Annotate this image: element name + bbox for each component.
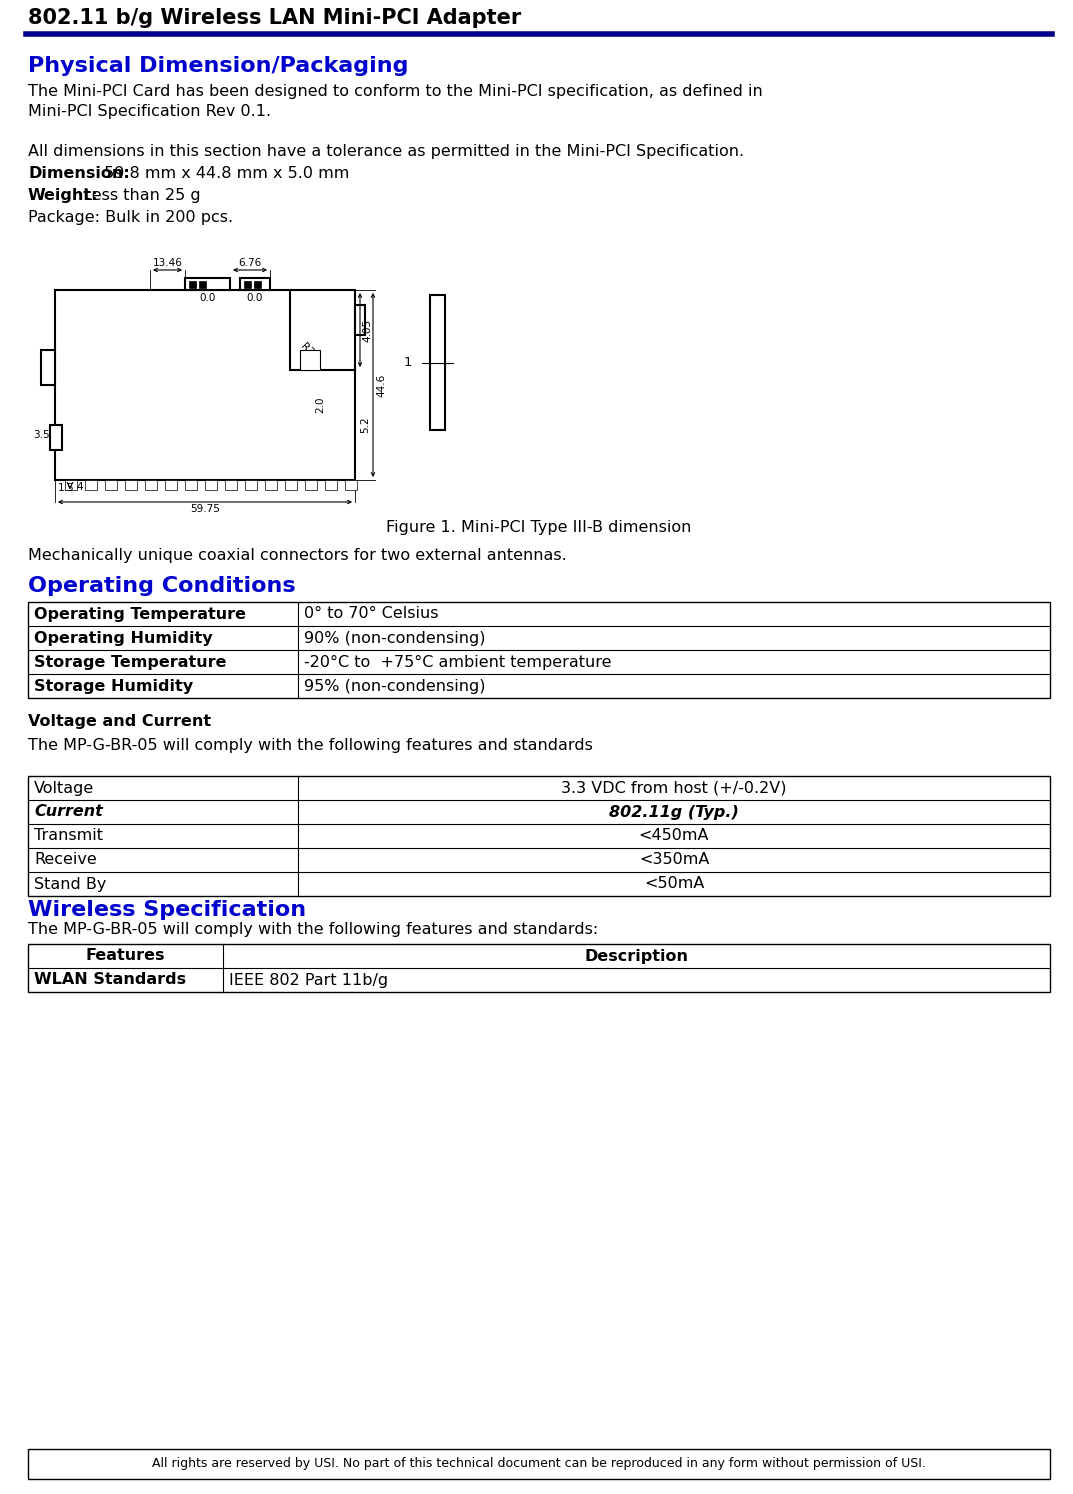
Text: Current: Current bbox=[34, 804, 103, 820]
Text: Operating Conditions: Operating Conditions bbox=[28, 577, 296, 596]
Text: Receive: Receive bbox=[34, 853, 97, 868]
Bar bbox=[85, 480, 97, 490]
Text: Features: Features bbox=[86, 949, 165, 964]
Text: 1.5: 1.5 bbox=[58, 483, 75, 493]
Bar bbox=[165, 480, 177, 490]
Text: The MP-G-BR-05 will comply with the following features and standards:: The MP-G-BR-05 will comply with the foll… bbox=[28, 922, 599, 937]
Text: Operating Temperature: Operating Temperature bbox=[34, 607, 246, 622]
Bar bbox=[199, 281, 206, 288]
Text: 90% (non-condensing): 90% (non-condensing) bbox=[304, 630, 485, 645]
Text: Mini-PCI Specification Rev 0.1.: Mini-PCI Specification Rev 0.1. bbox=[28, 105, 271, 120]
Text: Weight:: Weight: bbox=[28, 188, 99, 203]
Text: 59.8 mm x 44.8 mm x 5.0 mm: 59.8 mm x 44.8 mm x 5.0 mm bbox=[100, 166, 350, 181]
Bar bbox=[28, 944, 1050, 992]
Bar bbox=[185, 278, 230, 290]
Bar bbox=[305, 480, 317, 490]
Text: 44.6: 44.6 bbox=[376, 374, 386, 396]
Bar bbox=[189, 281, 196, 288]
Bar bbox=[185, 480, 197, 490]
Bar bbox=[254, 281, 261, 288]
Text: <350mA: <350mA bbox=[638, 853, 709, 868]
Text: 59.75: 59.75 bbox=[190, 503, 220, 514]
Text: The MP-G-BR-05 will comply with the following features and standards: The MP-G-BR-05 will comply with the foll… bbox=[28, 738, 593, 753]
Bar bbox=[245, 480, 258, 490]
Bar bbox=[240, 278, 270, 290]
Text: 4.05: 4.05 bbox=[362, 318, 372, 342]
Text: 2.0: 2.0 bbox=[315, 397, 325, 414]
Bar bbox=[105, 480, 117, 490]
Bar bbox=[28, 775, 1050, 896]
Bar bbox=[55, 290, 355, 480]
Bar bbox=[65, 480, 77, 490]
Text: 0.0: 0.0 bbox=[247, 293, 263, 303]
Bar bbox=[50, 424, 62, 450]
Text: 4: 4 bbox=[76, 483, 84, 492]
Text: Mechanically unique coaxial connectors for two external antennas.: Mechanically unique coaxial connectors f… bbox=[28, 548, 567, 563]
Text: All dimensions in this section have a tolerance as permitted in the Mini-PCI Spe: All dimensions in this section have a to… bbox=[28, 143, 744, 158]
Bar bbox=[124, 480, 137, 490]
Bar bbox=[28, 602, 1050, 698]
Text: Wireless Specification: Wireless Specification bbox=[28, 899, 306, 920]
Text: 802.11g (Typ.): 802.11g (Typ.) bbox=[609, 804, 739, 820]
Text: The Mini-PCI Card has been designed to conform to the Mini-PCI specification, as: The Mini-PCI Card has been designed to c… bbox=[28, 84, 763, 99]
Text: R3: R3 bbox=[298, 342, 315, 359]
Bar bbox=[28, 1449, 1050, 1479]
Bar bbox=[346, 480, 357, 490]
Text: 95% (non-condensing): 95% (non-condensing) bbox=[304, 678, 485, 693]
Bar bbox=[300, 350, 320, 371]
Text: Description: Description bbox=[585, 949, 689, 964]
Bar bbox=[225, 480, 237, 490]
Text: Package: Bulk in 200 pcs.: Package: Bulk in 200 pcs. bbox=[28, 211, 233, 226]
Bar bbox=[145, 480, 157, 490]
Bar bbox=[244, 281, 251, 288]
Text: 13.46: 13.46 bbox=[152, 258, 182, 267]
Text: 3.3 VDC from host (+/-0.2V): 3.3 VDC from host (+/-0.2V) bbox=[561, 780, 787, 795]
Text: IEEE 802 Part 11b/g: IEEE 802 Part 11b/g bbox=[229, 973, 388, 988]
Text: Figure 1. Mini-PCI Type III-B dimension: Figure 1. Mini-PCI Type III-B dimension bbox=[386, 520, 692, 535]
Bar bbox=[205, 480, 217, 490]
Text: Storage Humidity: Storage Humidity bbox=[34, 678, 193, 693]
Text: <50mA: <50mA bbox=[644, 877, 704, 892]
Text: 802.11 b/g Wireless LAN Mini-PCI Adapter: 802.11 b/g Wireless LAN Mini-PCI Adapter bbox=[28, 7, 521, 28]
Text: 1: 1 bbox=[403, 356, 412, 369]
Bar bbox=[265, 480, 277, 490]
Text: All rights are reserved by USI. No part of this technical document can be reprod: All rights are reserved by USI. No part … bbox=[152, 1458, 926, 1470]
Text: -20°C to  +75°C ambient temperature: -20°C to +75°C ambient temperature bbox=[304, 654, 612, 669]
Text: 0° to 70° Celsius: 0° to 70° Celsius bbox=[304, 607, 439, 622]
Text: WLAN Standards: WLAN Standards bbox=[34, 973, 186, 988]
Text: Physical Dimension/Packaging: Physical Dimension/Packaging bbox=[28, 55, 409, 76]
Text: Dimension:: Dimension: bbox=[28, 166, 130, 181]
Bar bbox=[285, 480, 297, 490]
Bar bbox=[325, 480, 337, 490]
Text: 6.76: 6.76 bbox=[238, 258, 262, 267]
Text: Transmit: Transmit bbox=[34, 829, 103, 844]
Bar bbox=[430, 294, 445, 430]
Text: Voltage: Voltage bbox=[34, 780, 94, 795]
Bar bbox=[355, 305, 365, 335]
Text: Operating Humidity: Operating Humidity bbox=[34, 630, 212, 645]
Text: 3.5: 3.5 bbox=[33, 430, 50, 441]
Text: Stand By: Stand By bbox=[34, 877, 106, 892]
Text: Storage Temperature: Storage Temperature bbox=[34, 654, 226, 669]
Text: Less than 25 g: Less than 25 g bbox=[78, 188, 201, 203]
Text: Voltage and Current: Voltage and Current bbox=[28, 714, 211, 729]
Text: 0.0: 0.0 bbox=[200, 293, 216, 303]
Bar bbox=[41, 350, 55, 385]
Text: <450mA: <450mA bbox=[638, 829, 709, 844]
Text: 5.2: 5.2 bbox=[361, 417, 370, 433]
